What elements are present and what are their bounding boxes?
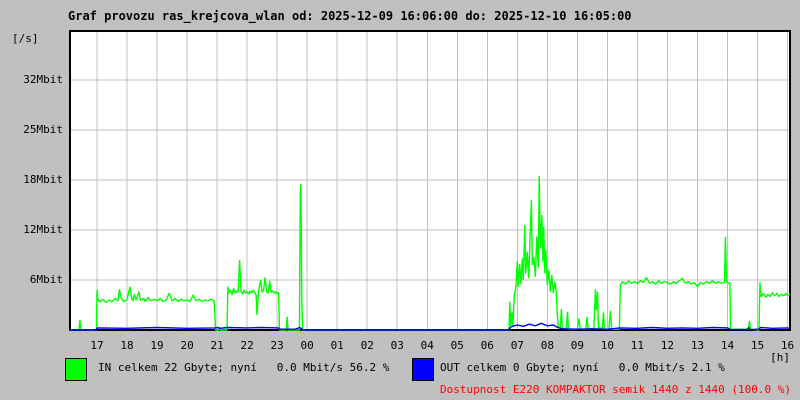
- x-tick-label: 14: [720, 339, 735, 352]
- x-tick-label: 06: [480, 339, 494, 352]
- x-tick-label: 13: [690, 339, 705, 352]
- y-tick-label: 12Mbit: [23, 223, 63, 236]
- x-tick-label: 01: [330, 339, 344, 352]
- x-tick-label: 11: [630, 339, 645, 352]
- x-tick-label: 12: [660, 339, 675, 352]
- legend-out-swatch: [412, 358, 434, 381]
- x-tick-label: 10: [600, 339, 614, 352]
- x-tick-label: 08: [540, 339, 554, 352]
- legend-out-label: OUT celkem 0 Gbyte; nyní 0.0 Mbit/s 2.1 …: [440, 361, 725, 374]
- x-tick-label: 17: [90, 339, 104, 352]
- page-title: Graf provozu ras_krejcova_wlan od: 2025-…: [68, 9, 632, 23]
- x-tick-label: 07: [510, 339, 524, 352]
- x-tick-label: 22: [240, 339, 254, 352]
- x-tick-label: 20: [180, 339, 194, 352]
- legend-in-label: IN celkem 22 Gbyte; nyní 0.0 Mbit/s 56.2…: [98, 361, 390, 374]
- x-tick-label: 02: [360, 339, 374, 352]
- y-tick-label: 18Mbit: [23, 173, 63, 186]
- x-tick-label: 23: [270, 339, 284, 352]
- x-tick-label: 09: [570, 339, 584, 352]
- x-tick-label: 19: [150, 339, 164, 352]
- x-tick-label: 03: [390, 339, 404, 352]
- x-tick-label: 05: [450, 339, 464, 352]
- x-tick-label: 18: [120, 339, 134, 352]
- x-tick-label: 21: [210, 339, 224, 352]
- y-tick-label: 32Mbit: [23, 73, 63, 86]
- y-tick-label: 25Mbit: [23, 123, 63, 136]
- availability-text: Dostupnost E220 KOMPAKTOR semik 1440 z 1…: [440, 383, 791, 396]
- x-tick-label: 00: [300, 339, 314, 352]
- x-axis-unit-label: [h]: [770, 351, 790, 364]
- x-tick-label: 04: [420, 339, 434, 352]
- y-axis-unit-label: [/s]: [12, 32, 39, 45]
- legend-in-swatch: [65, 358, 87, 381]
- x-tick-label: 16: [780, 339, 795, 352]
- x-tick-label: 15: [750, 339, 765, 352]
- y-tick-label: 6Mbit: [29, 273, 63, 286]
